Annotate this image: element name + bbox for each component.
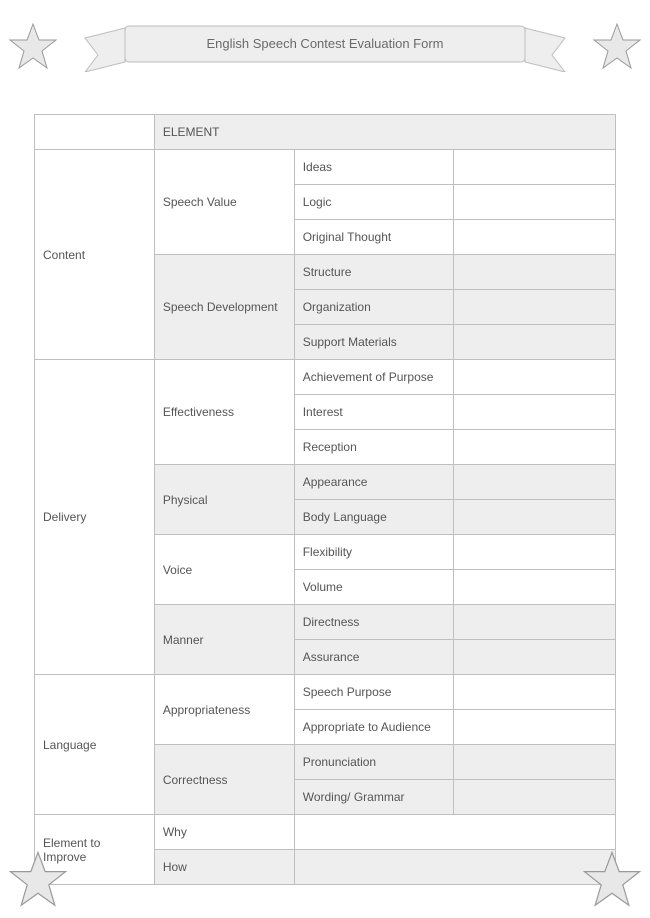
item-cell: Achievement of Purpose — [294, 360, 454, 395]
score-cell[interactable] — [454, 535, 616, 570]
score-cell[interactable] — [454, 710, 616, 745]
score-cell[interactable] — [454, 220, 616, 255]
evaluation-table: ELEMENTContentSpeech ValueIdeas Logic Or… — [34, 114, 616, 885]
subcategory-cell: Why — [154, 815, 294, 850]
table-row: Element to ImproveWhy — [35, 815, 616, 850]
score-cell[interactable] — [454, 290, 616, 325]
table-row: DeliveryEffectivenessAchievement of Purp… — [35, 360, 616, 395]
item-cell: Wording/ Grammar — [294, 780, 454, 815]
score-cell[interactable] — [454, 150, 616, 185]
merged-blank-cell[interactable] — [294, 815, 615, 850]
item-cell: Appearance — [294, 465, 454, 500]
score-cell[interactable] — [454, 500, 616, 535]
header-band: English Speech Contest Evaluation Form — [0, 10, 650, 80]
item-cell: Interest — [294, 395, 454, 430]
score-cell[interactable] — [454, 465, 616, 500]
score-cell[interactable] — [454, 360, 616, 395]
subcategory-cell: Correctness — [154, 745, 294, 815]
item-cell: Support Materials — [294, 325, 454, 360]
score-cell[interactable] — [454, 255, 616, 290]
header-blank — [35, 115, 155, 150]
subcategory-cell: Effectiveness — [154, 360, 294, 465]
star-icon — [8, 22, 58, 72]
score-cell[interactable] — [454, 640, 616, 675]
category-cell: Delivery — [35, 360, 155, 675]
item-cell: Logic — [294, 185, 454, 220]
merged-blank-cell[interactable] — [294, 850, 615, 885]
score-cell[interactable] — [454, 395, 616, 430]
item-cell: Volume — [294, 570, 454, 605]
item-cell: Body Language — [294, 500, 454, 535]
subcategory-cell: Speech Value — [154, 150, 294, 255]
score-cell[interactable] — [454, 570, 616, 605]
item-cell: Speech Purpose — [294, 675, 454, 710]
item-cell: Pronunciation — [294, 745, 454, 780]
score-cell[interactable] — [454, 780, 616, 815]
table-row: ContentSpeech ValueIdeas — [35, 150, 616, 185]
star-icon — [592, 22, 642, 72]
category-cell: Content — [35, 150, 155, 360]
subcategory-cell: How — [154, 850, 294, 885]
category-cell: Language — [35, 675, 155, 815]
subcategory-cell: Speech Development — [154, 255, 294, 360]
score-cell[interactable] — [454, 605, 616, 640]
item-cell: Appropriate to Audience — [294, 710, 454, 745]
subcategory-cell: Physical — [154, 465, 294, 535]
item-cell: Original Thought — [294, 220, 454, 255]
table-row: LanguageAppropriatenessSpeech Purpose — [35, 675, 616, 710]
score-cell[interactable] — [454, 430, 616, 465]
subcategory-cell: Appropriateness — [154, 675, 294, 745]
item-cell: Directness — [294, 605, 454, 640]
score-cell[interactable] — [454, 745, 616, 780]
item-cell: Structure — [294, 255, 454, 290]
header-element-label: ELEMENT — [154, 115, 615, 150]
item-cell: Organization — [294, 290, 454, 325]
item-cell: Flexibility — [294, 535, 454, 570]
item-cell: Ideas — [294, 150, 454, 185]
score-cell[interactable] — [454, 675, 616, 710]
subcategory-cell: Manner — [154, 605, 294, 675]
score-cell[interactable] — [454, 185, 616, 220]
title-banner: English Speech Contest Evaluation Form — [80, 24, 570, 72]
item-cell: Assurance — [294, 640, 454, 675]
page-title: English Speech Contest Evaluation Form — [125, 24, 525, 62]
star-icon — [8, 850, 68, 910]
score-cell[interactable] — [454, 325, 616, 360]
item-cell: Reception — [294, 430, 454, 465]
star-icon — [582, 850, 642, 910]
subcategory-cell: Voice — [154, 535, 294, 605]
